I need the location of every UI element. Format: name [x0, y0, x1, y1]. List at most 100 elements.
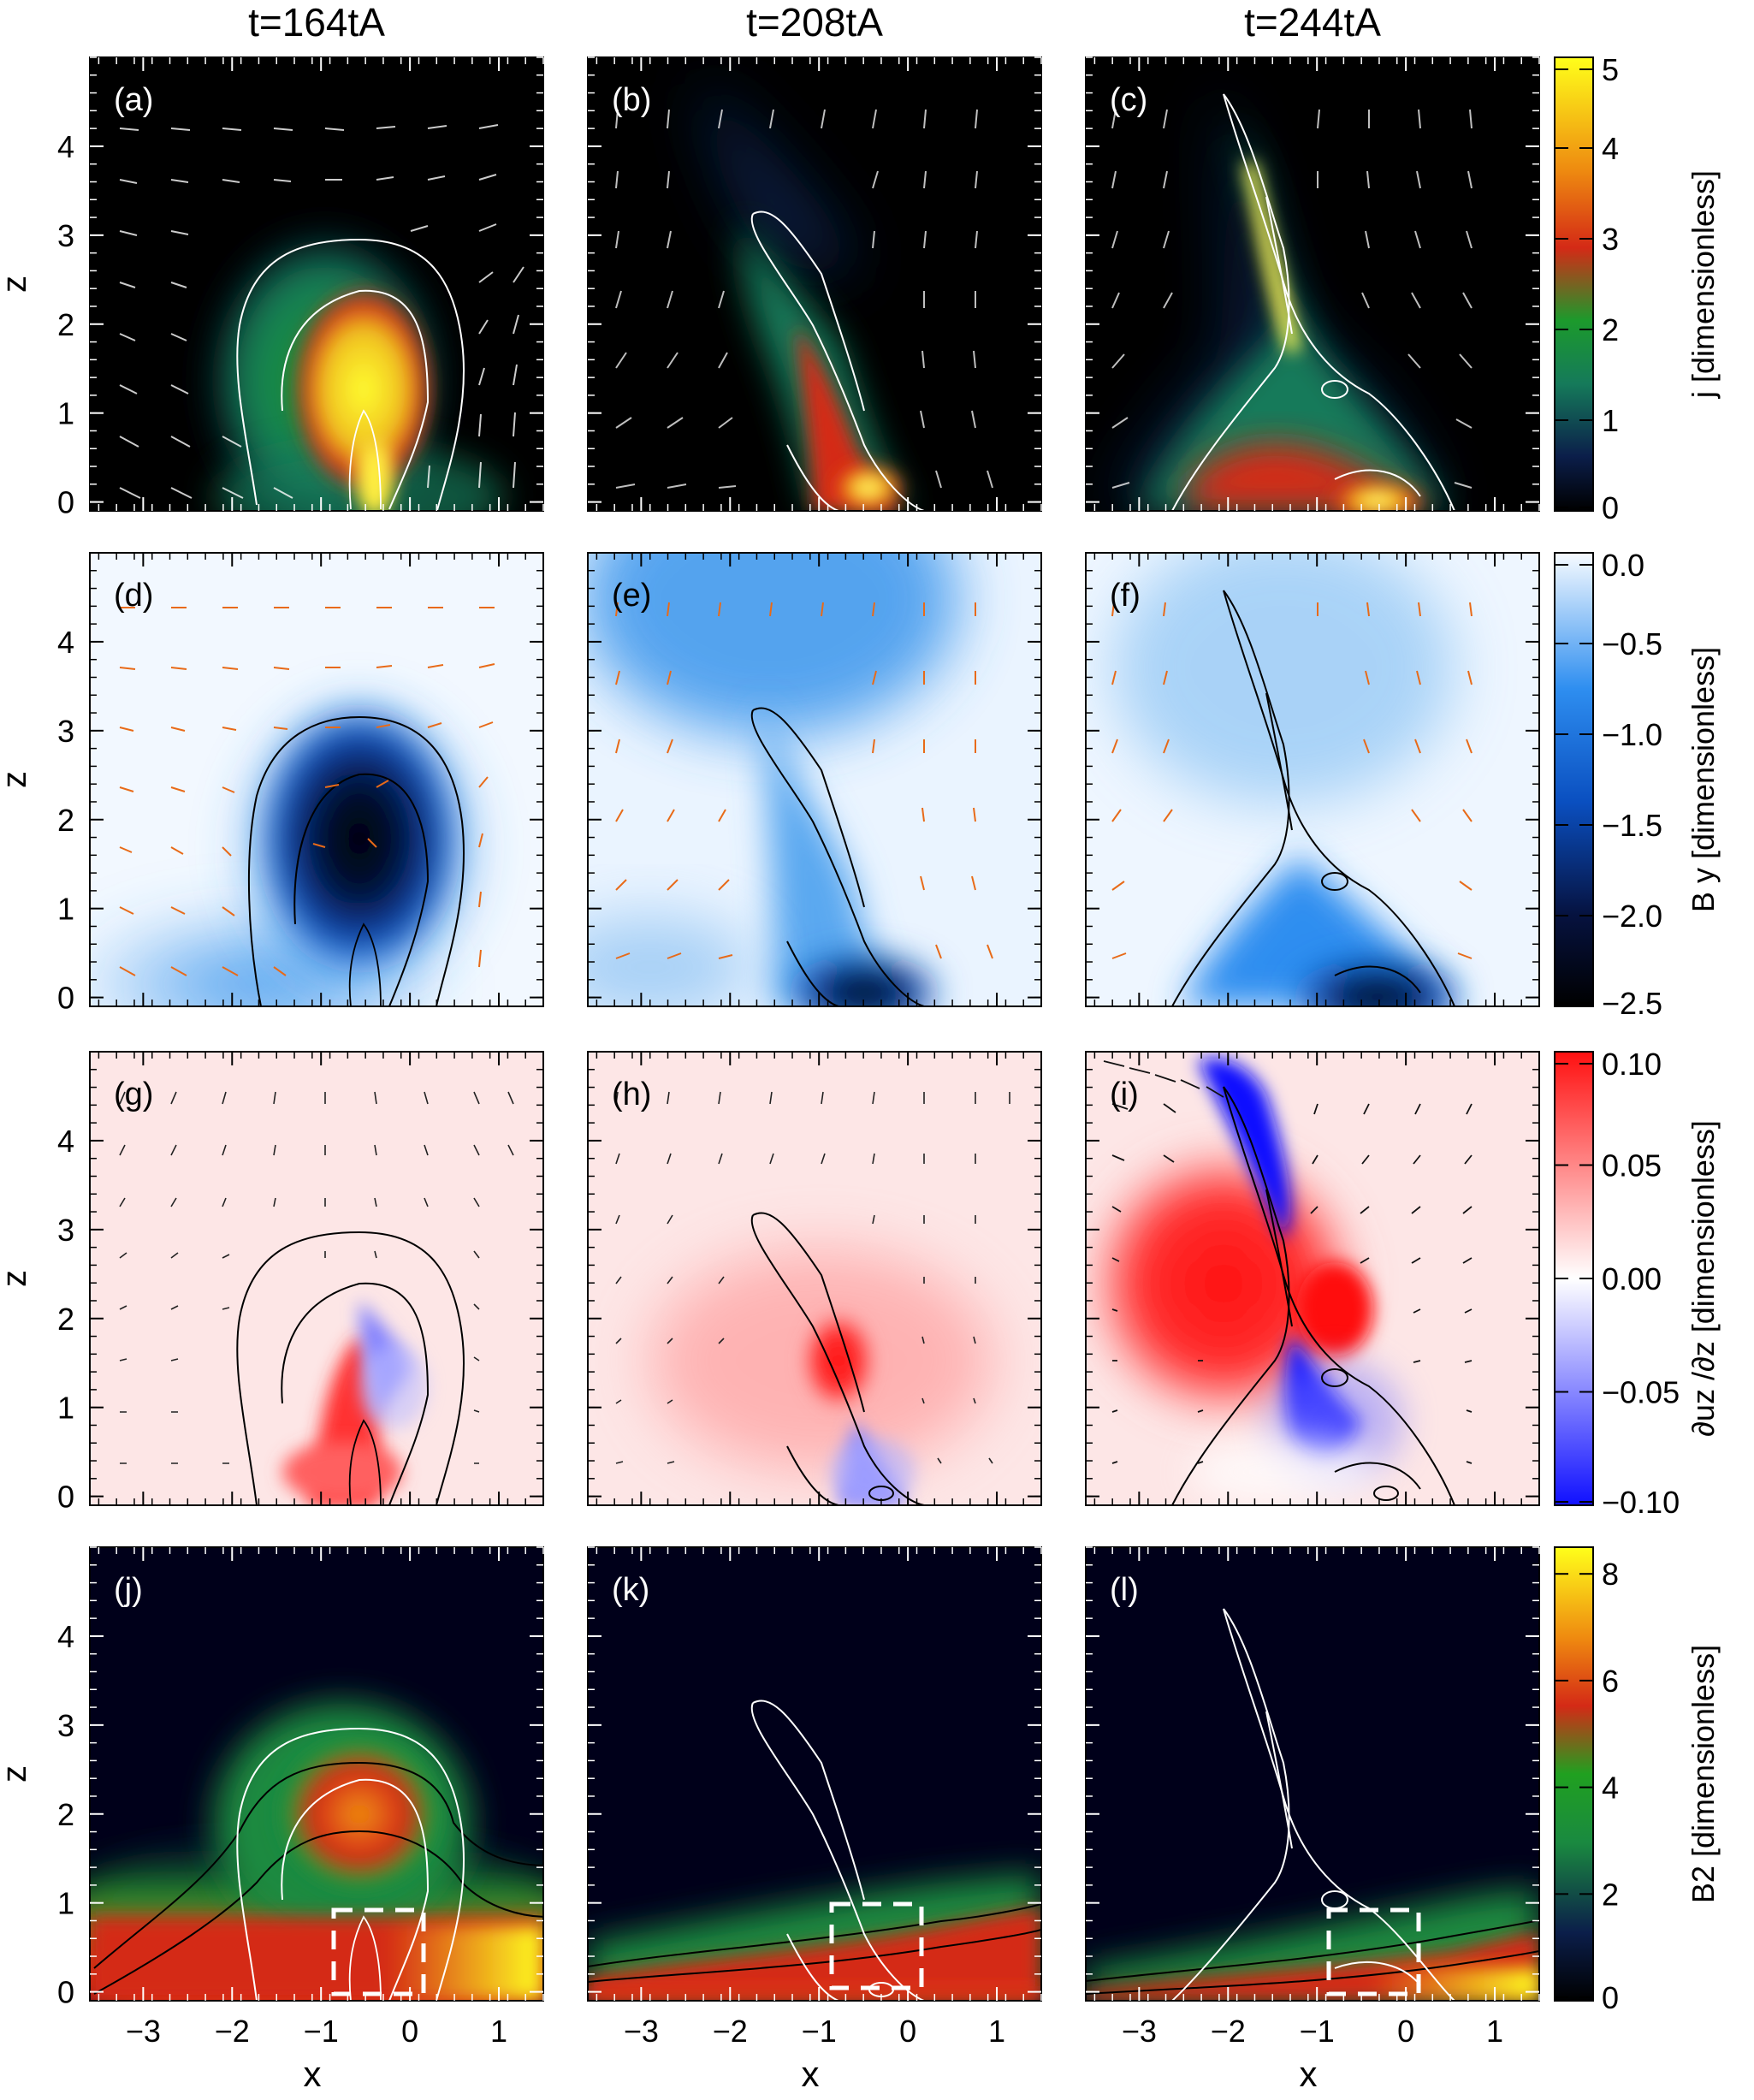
- panel-frame: [1085, 552, 1540, 1007]
- colorbar-tick-label: −2.5: [1602, 986, 1662, 1021]
- z-tick-label: 3: [57, 714, 74, 749]
- z-axis-label: z: [0, 1270, 33, 1287]
- panel-label: (h): [612, 1077, 651, 1112]
- x-tick-label: 1: [988, 2014, 1005, 2049]
- panel-b: [588, 57, 1041, 511]
- panel-frame: [89, 1051, 544, 1506]
- z-tick-label: 2: [57, 307, 74, 342]
- panel-frame: [89, 552, 544, 1007]
- x-tick-label: 1: [1486, 2014, 1503, 2049]
- colorbar-by: 0.0 −0.5 −1.0 −1.5 −2.0 −2.5: [1554, 548, 1662, 1021]
- panel-label: (e): [612, 578, 651, 614]
- x-tick-label: −2: [215, 2014, 250, 2049]
- colorbar-label-by: B y [dimensionless]: [1686, 647, 1721, 912]
- colorbar-tick-label: 8: [1602, 1557, 1619, 1592]
- panel-frame: [587, 1546, 1042, 2002]
- colorbar-b2: 8 6 4 2 0: [1554, 1546, 1619, 2015]
- z-tick-label: 1: [57, 1886, 74, 1921]
- panel-frame: [587, 56, 1042, 512]
- z-tick-label: 3: [57, 1213, 74, 1248]
- panel-label: (l): [1110, 1572, 1139, 1608]
- colorbar-tick-label: −0.05: [1602, 1375, 1680, 1410]
- zoom-box-j: [331, 1907, 426, 1996]
- panel-frame: [1085, 1546, 1540, 2002]
- z-tick-label: 1: [57, 892, 74, 927]
- x-tick-label: −1: [304, 2014, 339, 2049]
- panel-frame: [587, 552, 1042, 1007]
- colorbar-tick-label: −0.5: [1602, 626, 1662, 661]
- colorbar-tick-label: 0.00: [1602, 1261, 1662, 1296]
- panel-frame: [587, 1051, 1042, 1506]
- zoom-box-k: [829, 1901, 924, 1990]
- x-tick-label: −2: [1211, 2014, 1246, 2049]
- colorbar-tick-label: 0.0: [1602, 548, 1644, 583]
- panel-c: [1086, 57, 1539, 511]
- panel-l: [1086, 1547, 1539, 2001]
- colorbar-tick-label: −0.10: [1602, 1485, 1680, 1520]
- x-tick-label: −3: [624, 2014, 659, 2049]
- z-tick-label: 4: [57, 625, 74, 660]
- x-axis-label: x: [304, 2054, 322, 2094]
- x-tick-label: −1: [802, 2014, 837, 2049]
- z-axis-label: z: [0, 276, 33, 293]
- z-tick-label: 2: [57, 1797, 74, 1832]
- x-tick-label: 0: [401, 2014, 418, 2049]
- panel-label: (k): [612, 1572, 649, 1608]
- panel-e: [588, 553, 1041, 1006]
- z-tick-label: 3: [57, 218, 74, 253]
- colorbar-tick-label: 6: [1602, 1664, 1619, 1699]
- x-tick-label: −2: [713, 2014, 748, 2049]
- panel-j: [90, 1547, 543, 2001]
- panel-h: [588, 1052, 1041, 1505]
- z-axis-label: z: [0, 1765, 33, 1783]
- z-axis-label: z: [0, 771, 33, 788]
- panel-k: [588, 1547, 1041, 2001]
- panel-label: (c): [1110, 82, 1147, 118]
- z-tick-label: 0: [57, 1975, 74, 2010]
- x-tick-label: 0: [1397, 2014, 1414, 2049]
- x-tick-label: −3: [126, 2014, 161, 2049]
- panel-frame: [89, 1546, 544, 2002]
- z-tick-label: 3: [57, 1708, 74, 1743]
- panel-g: [90, 1052, 543, 1505]
- velocity-arrows-a: [119, 124, 524, 499]
- colorbar-tick-label: −1.5: [1602, 808, 1662, 843]
- x-axis-label: x: [1300, 2054, 1318, 2094]
- column-title-1: t=164tA: [248, 0, 385, 44]
- panel-label: (d): [114, 578, 153, 614]
- colorbar-duz-dz: 0.10 0.05 0.00 −0.05 −0.10: [1554, 1047, 1680, 1520]
- panel-frame: [1085, 56, 1540, 512]
- panel-a: [90, 57, 543, 511]
- panel-frame: [1085, 1051, 1540, 1506]
- panel-d: [90, 553, 543, 1006]
- colorbar-tick-label: 4: [1602, 1771, 1619, 1806]
- colorbar-j: 0 1 2 3 4 5: [1554, 52, 1619, 525]
- colorbar-tick-label: 0: [1602, 1980, 1619, 2015]
- colorbar-tick-label: −2.0: [1602, 899, 1662, 934]
- colorbar-tick-label: −1.0: [1602, 717, 1662, 752]
- z-tick-label: 0: [57, 1480, 74, 1515]
- z-tick-label: 1: [57, 396, 74, 431]
- colorbar-tick-label: 3: [1602, 222, 1619, 257]
- z-tick-label: 4: [57, 1124, 74, 1159]
- colorbar-tick-label: 5: [1602, 52, 1619, 87]
- panel-label: (b): [612, 82, 651, 118]
- panel-label: (a): [114, 82, 153, 118]
- panel-frame: [89, 56, 544, 512]
- z-tick-label: 2: [57, 803, 74, 838]
- z-tick-label: 1: [57, 1391, 74, 1426]
- x-tick-label: −1: [1300, 2014, 1335, 2049]
- colorbar-label-duz-dz: ∂uz /∂z [dimensionless]: [1686, 1120, 1721, 1437]
- colorbar-tick-label: 2: [1602, 312, 1619, 347]
- x-axis-label: x: [802, 2054, 820, 2094]
- z-tick-label: 0: [57, 981, 74, 1016]
- x-tick-label: 1: [490, 2014, 507, 2049]
- z-tick-label: 4: [57, 1619, 74, 1654]
- panel-i: [1086, 1052, 1539, 1505]
- colorbar-tick-label: 4: [1602, 131, 1619, 166]
- panel-label: (i): [1110, 1077, 1139, 1112]
- panel-label: (f): [1110, 578, 1141, 614]
- colorbar-tick-label: 1: [1602, 403, 1619, 438]
- column-title-3: t=244tA: [1244, 0, 1381, 44]
